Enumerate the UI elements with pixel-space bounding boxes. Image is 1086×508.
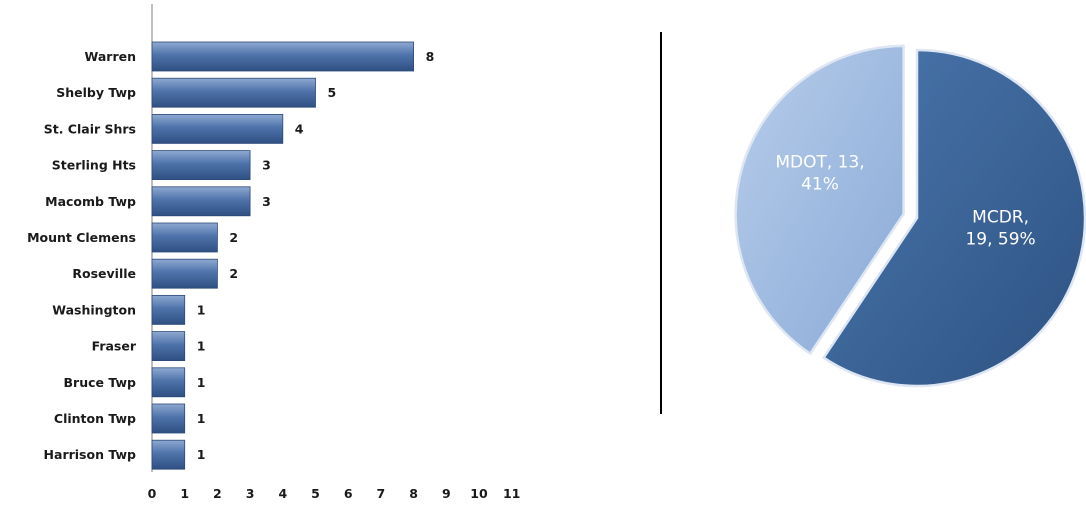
category-label: Washington: [52, 302, 136, 317]
category-label: Fraser: [92, 339, 137, 354]
category-label: Clinton Twp: [54, 411, 136, 426]
divider-line: [660, 32, 662, 414]
data-label: 1: [197, 302, 206, 317]
data-label: 3: [262, 158, 271, 173]
category-label: Harrison Twp: [44, 447, 136, 462]
category-label: Sterling Hts: [52, 158, 136, 173]
pie-label-mdot: MDOT, 13, 41%: [775, 153, 864, 195]
bar-2: [151, 114, 284, 144]
bar-1: [151, 77, 316, 108]
pie-chart: MCDR, 19, 59% MDOT, 13, 41%: [734, 44, 1086, 388]
category-label: Bruce Twp: [64, 375, 137, 390]
data-label: 1: [197, 411, 206, 426]
pie-label-line: MDOT, 13,: [775, 153, 864, 173]
x-tick-label: 7: [377, 486, 386, 501]
data-label: 1: [197, 375, 206, 390]
x-tick-label: 8: [409, 486, 418, 501]
bar-9: [151, 367, 186, 398]
x-tick-label: 4: [278, 486, 287, 501]
category-label: Macomb Twp: [45, 194, 136, 209]
pie-slice-mdot: [734, 44, 905, 356]
bar-6: [151, 258, 218, 289]
data-label: 1: [197, 339, 206, 354]
bar-3: [151, 150, 251, 181]
x-tick-label: 11: [503, 486, 520, 501]
x-tick-label: 10: [470, 486, 488, 501]
bar-8: [151, 331, 186, 362]
category-label: Shelby Twp: [56, 85, 136, 100]
x-tick-label: 6: [344, 486, 353, 501]
x-tick-label: 1: [180, 486, 189, 501]
x-tick-label: 5: [311, 486, 320, 501]
bar-0: [151, 41, 415, 72]
pie-label-mcdr: MCDR, 19, 59%: [965, 207, 1035, 249]
x-tick-label: 2: [213, 486, 222, 501]
bar-4: [151, 186, 251, 217]
data-label: 8: [426, 49, 435, 64]
category-label: St. Clair Shrs: [44, 121, 136, 136]
pie-slice-mcdr: [821, 48, 1086, 388]
category-label: Warren: [85, 49, 136, 64]
pie-label-line: 19, 59%: [965, 229, 1035, 249]
data-label: 1: [197, 447, 206, 462]
data-label: 4: [295, 121, 304, 136]
x-tick-label: 3: [246, 486, 255, 501]
category-label: Mount Clemens: [27, 230, 136, 245]
category-label: Roseville: [72, 266, 136, 281]
data-label: 2: [229, 230, 238, 245]
x-tick-label: 9: [442, 486, 451, 501]
data-label: 3: [262, 194, 271, 209]
bar-7: [151, 294, 186, 325]
bar-11: [151, 439, 186, 470]
bar-chart: Warren 8 Shelby Twp 5 St. Clair Shrs 4 Sterlin…: [27, 4, 520, 501]
x-tick-label: 0: [148, 486, 157, 501]
bar-10: [151, 403, 186, 434]
bar-5: [151, 222, 218, 253]
data-label: 2: [229, 266, 238, 281]
data-label: 5: [328, 85, 337, 100]
pie-label-line: MCDR,: [972, 207, 1029, 227]
pie-label-line: 41%: [801, 175, 839, 195]
